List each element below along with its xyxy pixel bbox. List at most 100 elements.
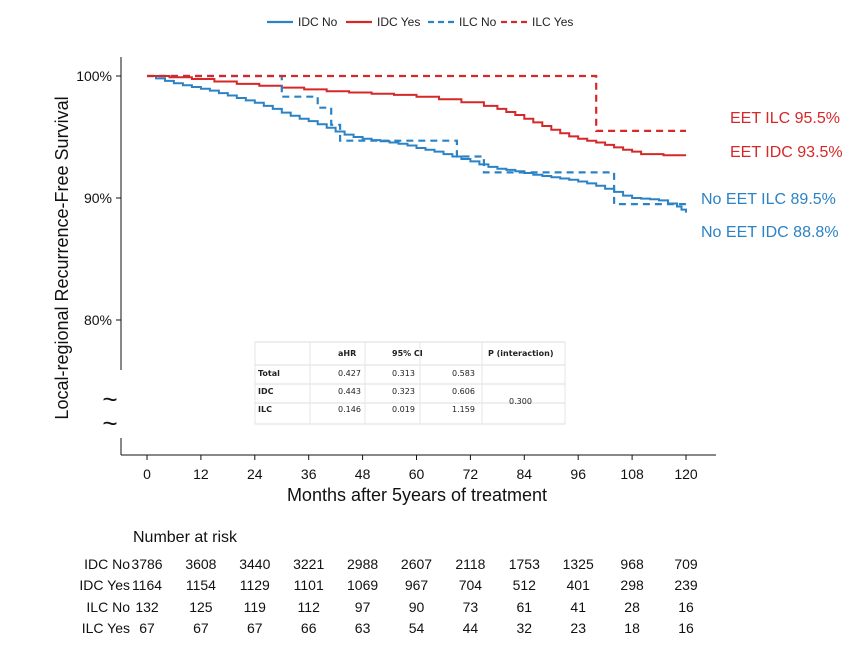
legend-label: IDC Yes [377, 15, 420, 29]
y-axis-title-group: Local-regional Recurrence-Free Survival [52, 96, 72, 419]
y-tick-label: 100% [76, 68, 112, 84]
x-tick-label: 24 [247, 466, 263, 482]
risk-value: 3786 [131, 556, 162, 572]
risk-value: 401 [567, 577, 591, 593]
legend-label: ILC No [459, 15, 497, 29]
inset-ci-high: 1.159 [452, 405, 475, 414]
risk-value: 1154 [186, 577, 216, 593]
y-axis-title: Local-regional Recurrence-Free Survival [52, 96, 72, 419]
y-tick-label: 80% [84, 312, 112, 328]
inset-ci-low: 0.019 [392, 405, 415, 414]
inset-ci-high: 0.606 [452, 387, 475, 396]
end-label: No EET ILC 89.5% [701, 191, 836, 208]
inset-header: aHR [338, 349, 356, 358]
risk-value: 66 [301, 620, 317, 636]
inset-row-label: Total [258, 369, 280, 378]
risk-value: 2607 [401, 556, 432, 572]
inset-ci-low: 0.323 [392, 387, 415, 396]
end-labels: EET ILC 95.5% EET IDC 93.5% No EET ILC 89.… [701, 110, 843, 241]
risk-value: 1164 [132, 577, 162, 593]
risk-value: 125 [189, 599, 213, 615]
y-tick-label: 90% [84, 190, 112, 206]
risk-value: 16 [678, 599, 694, 615]
risk-value: 2118 [455, 556, 485, 572]
x-tick-label: 120 [674, 466, 698, 482]
end-label: No EET IDC 88.8% [701, 224, 839, 241]
risk-value: 1101 [294, 577, 324, 593]
axes: ~~100% 90% 80% 0 12 24 36 48 60 72 84 96 108 120 Month… [76, 57, 716, 505]
risk-value: 239 [674, 577, 698, 593]
risk-value: 23 [570, 620, 586, 636]
risk-value: 44 [463, 620, 479, 636]
end-label: EET ILC 95.5% [730, 110, 840, 127]
end-label: EET IDC 93.5% [730, 144, 843, 161]
inset-ci-low: 0.313 [392, 369, 415, 378]
legend-label: ILC Yes [532, 15, 573, 29]
inset-row-label: IDC [258, 387, 274, 396]
series-line-ilc-no [147, 74, 686, 206]
risk-value: 54 [409, 620, 425, 636]
risk-value: 67 [139, 620, 155, 636]
inset-ahr: 0.427 [338, 369, 361, 378]
inset-ci-high: 0.583 [452, 369, 475, 378]
risk-value: 63 [355, 620, 371, 636]
risk-value: 967 [405, 577, 429, 593]
risk-value: 3440 [239, 556, 270, 572]
inset-ahr: 0.146 [338, 405, 361, 414]
risk-value: 3221 [293, 556, 324, 572]
inset-ahr: 0.443 [338, 387, 361, 396]
series-layer [147, 74, 687, 213]
risk-value: 1753 [509, 556, 540, 572]
risk-row-label: IDC No [84, 556, 130, 572]
risk-value: 132 [135, 599, 159, 615]
legend: IDC No IDC Yes ILC No ILC Yes [267, 15, 573, 29]
x-tick-label: 36 [301, 466, 317, 482]
x-axis-title: Months after 5years of treatment [287, 485, 547, 505]
risk-row-label: ILC No [86, 599, 130, 615]
risk-value: 1069 [347, 577, 378, 593]
risk-value: 512 [513, 577, 537, 593]
risk-value: 968 [620, 556, 644, 572]
risk-row-label: ILC Yes [82, 620, 130, 636]
series-line-idc-no [147, 75, 687, 213]
inset-row-label: ILC [258, 405, 272, 414]
risk-value: 67 [247, 620, 263, 636]
risk-value: 119 [244, 599, 267, 615]
risk-value: 704 [459, 577, 483, 593]
risk-value: 2988 [347, 556, 378, 572]
x-tick-label: 108 [620, 466, 644, 482]
risk-row-label: IDC Yes [79, 577, 130, 593]
risk-value: 90 [409, 599, 425, 615]
risk-value: 3608 [185, 556, 216, 572]
x-tick-label: 48 [355, 466, 371, 482]
risk-value: 73 [463, 599, 479, 615]
risk-value: 709 [674, 556, 698, 572]
risk-value: 1325 [563, 556, 594, 572]
risk-value: 32 [517, 620, 533, 636]
legend-label: IDC No [298, 15, 338, 29]
x-tick-label: 96 [570, 466, 586, 482]
risk-value: 97 [355, 599, 371, 615]
risk-value: 28 [624, 599, 640, 615]
risk-value: 67 [193, 620, 209, 636]
risk-value: 61 [517, 599, 533, 615]
axis-break-mark: ~ [102, 384, 117, 414]
inset-header: P (interaction) [488, 349, 554, 358]
inset-table: aHR 95% CI P (interaction) Total 0.427 0.313 0… [254, 341, 566, 425]
series-line-ilc-yes [147, 74, 686, 132]
risk-value: 112 [298, 599, 321, 615]
risk-value: 41 [570, 599, 586, 615]
risk-value: 1129 [240, 577, 270, 593]
x-tick-label: 60 [409, 466, 425, 482]
risk-value: 16 [678, 620, 694, 636]
x-tick-label: 0 [143, 466, 151, 482]
x-tick-label: 72 [463, 466, 479, 482]
axis-break-mark: ~ [102, 408, 117, 438]
risk-table-title: Number at risk [133, 529, 238, 546]
x-tick-label: 12 [193, 466, 209, 482]
inset-header: 95% CI [392, 349, 423, 358]
risk-value: 298 [620, 577, 644, 593]
inset-p-value: 0.300 [509, 397, 532, 406]
